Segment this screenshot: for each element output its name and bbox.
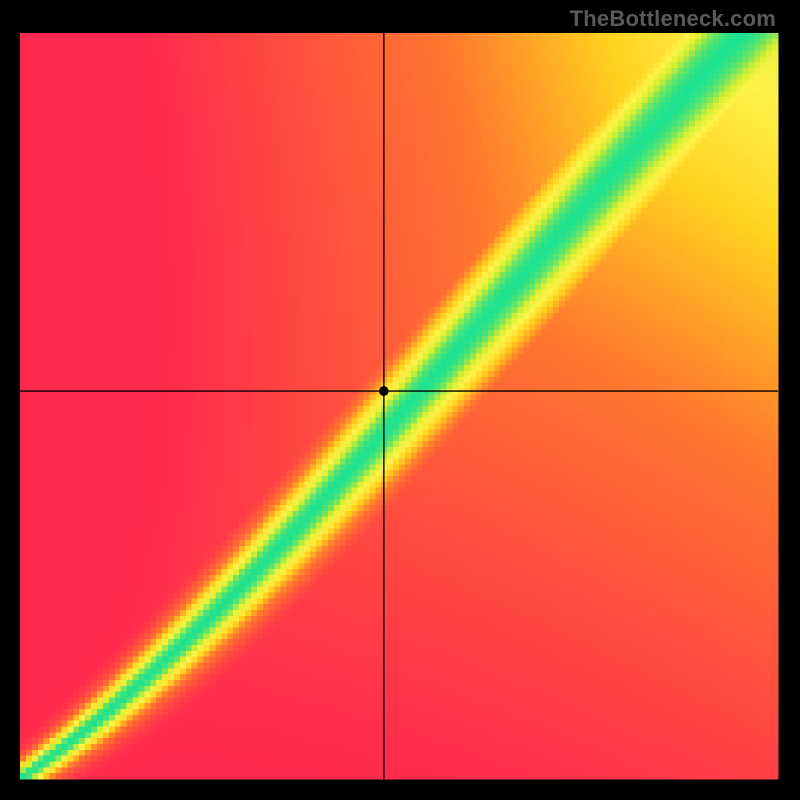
heatmap-cells (20, 33, 779, 780)
watermark-text: TheBottleneck.com (570, 6, 776, 32)
heatmap-chart (0, 0, 800, 800)
crosshair-dot (379, 386, 389, 396)
